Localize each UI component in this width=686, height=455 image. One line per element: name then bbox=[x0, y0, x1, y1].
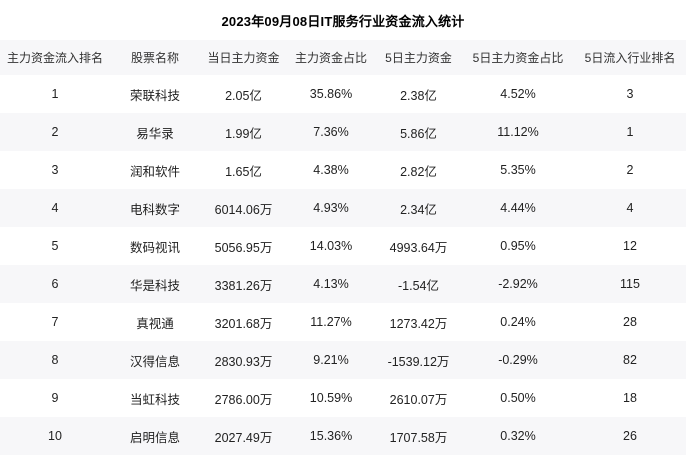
table-cell: 18 bbox=[623, 391, 637, 405]
table-cell: 3 bbox=[626, 87, 634, 101]
table-cell: 1707.58万 bbox=[389, 430, 448, 445]
table-cell: -2.92% bbox=[498, 277, 538, 291]
column-header-5day-main-capital: 5日主力资金 bbox=[385, 51, 452, 65]
table-cell: 0.95% bbox=[500, 239, 536, 253]
table-row: 1 荣联科技 2.05亿 35.86% 2.38亿 4.52% 3 bbox=[0, 75, 686, 113]
table-cell: 2 bbox=[626, 163, 634, 177]
table-cell: 1 bbox=[626, 125, 634, 139]
table-cell: 115 bbox=[620, 277, 640, 291]
table-cell: 7.36% bbox=[313, 125, 349, 139]
table-cell: 28 bbox=[623, 315, 637, 329]
table-cell: 4993.64万 bbox=[389, 240, 448, 255]
table-cell: 2.34亿 bbox=[400, 202, 437, 217]
table-cell: 5 bbox=[51, 239, 59, 253]
table-header-row: 主力资金流入排名 股票名称 当日主力资金 主力资金占比 5日主力资金 5日主力资… bbox=[0, 40, 686, 75]
table-row: 10 启明信息 2027.49万 15.36% 1707.58万 0.32% 26 bbox=[0, 417, 686, 455]
table-cell: 9.21% bbox=[313, 353, 349, 367]
table-cell: 7 bbox=[51, 315, 59, 329]
table-cell: 启明信息 bbox=[129, 430, 180, 445]
table-cell: 4.44% bbox=[500, 201, 536, 215]
column-header-today-main-capital: 当日主力资金 bbox=[207, 51, 280, 65]
table-row: 9 当虹科技 2786.00万 10.59% 2610.07万 0.50% 18 bbox=[0, 379, 686, 417]
table-cell: 真视通 bbox=[136, 316, 174, 331]
table-cell: 9 bbox=[51, 391, 59, 405]
table-cell: 数码视讯 bbox=[129, 240, 180, 255]
table-row: 7 真视通 3201.68万 11.27% 1273.42万 0.24% 28 bbox=[0, 303, 686, 341]
table-cell: 82 bbox=[623, 353, 637, 367]
table-cell: 11.12% bbox=[497, 125, 539, 139]
table-cell: 3201.68万 bbox=[214, 316, 273, 331]
table-cell: 1 bbox=[51, 87, 59, 101]
table-cell: 华是科技 bbox=[129, 278, 180, 293]
table-body: 1 荣联科技 2.05亿 35.86% 2.38亿 4.52% 3 2 易华录 1.99亿 7.36… bbox=[0, 75, 686, 455]
table-cell: 4.38% bbox=[313, 163, 349, 177]
table-cell: 汉得信息 bbox=[129, 354, 180, 369]
table-cell: 8 bbox=[51, 353, 59, 367]
table-cell: 35.86% bbox=[309, 87, 353, 101]
table-cell: 电科数字 bbox=[129, 202, 180, 217]
table-cell: 1.99亿 bbox=[225, 126, 262, 141]
table-cell: 2610.07万 bbox=[389, 392, 448, 407]
table-cell: 0.24% bbox=[500, 315, 536, 329]
table-cell: 2027.49万 bbox=[214, 430, 273, 445]
table-cell: 5.86亿 bbox=[400, 126, 437, 141]
table-cell: 当虹科技 bbox=[129, 392, 180, 407]
table-cell: 5.35% bbox=[500, 163, 536, 177]
table-cell: 4 bbox=[51, 201, 59, 215]
table-cell: 4 bbox=[626, 201, 634, 215]
table-cell: 2.05亿 bbox=[225, 88, 262, 103]
table-row: 6 华是科技 3381.26万 4.13% -1.54亿 -2.92% 115 bbox=[0, 265, 686, 303]
table-cell: 2830.93万 bbox=[214, 354, 273, 369]
table-cell: 润和软件 bbox=[129, 164, 180, 179]
table-cell: 0.50% bbox=[500, 391, 536, 405]
column-header-5day-industry-rank: 5日流入行业排名 bbox=[584, 51, 676, 65]
table-cell: -1.54亿 bbox=[398, 278, 439, 293]
table-cell: 易华录 bbox=[136, 126, 174, 141]
table-row: 3 润和软件 1.65亿 4.38% 2.82亿 5.35% 2 bbox=[0, 151, 686, 189]
table-cell: 14.03% bbox=[309, 239, 353, 253]
table-cell: 3381.26万 bbox=[214, 278, 273, 293]
table-cell: -1539.12万 bbox=[387, 354, 450, 369]
table-cell: 荣联科技 bbox=[129, 88, 180, 103]
table-row: 8 汉得信息 2830.93万 9.21% -1539.12万 -0.29% 82 bbox=[0, 341, 686, 379]
table-cell: 11.27% bbox=[310, 315, 352, 329]
capital-inflow-table: 主力资金流入排名 股票名称 当日主力资金 主力资金占比 5日主力资金 5日主力资… bbox=[0, 40, 686, 455]
column-header-main-capital-ratio: 主力资金占比 bbox=[294, 51, 367, 65]
table-row: 4 电科数字 6014.06万 4.93% 2.34亿 4.44% 4 bbox=[0, 189, 686, 227]
table-cell: 5056.95万 bbox=[214, 240, 273, 255]
table-cell: 1273.42万 bbox=[389, 316, 448, 331]
table-cell: 2 bbox=[51, 125, 59, 139]
table-cell: 2.38亿 bbox=[400, 88, 437, 103]
column-header-stock-name: 股票名称 bbox=[130, 51, 179, 65]
table-cell: 15.36% bbox=[309, 429, 353, 443]
table-cell: 2.82亿 bbox=[400, 164, 437, 179]
page-title: 2023年09月08日IT服务行业资金流入统计 bbox=[221, 13, 465, 29]
table-cell: 2786.00万 bbox=[214, 392, 273, 407]
table-cell: 12 bbox=[623, 239, 637, 253]
table-cell: 10 bbox=[48, 429, 62, 443]
table-cell: 0.32% bbox=[500, 429, 536, 443]
table-cell: 6 bbox=[51, 277, 59, 291]
table-cell: 10.59% bbox=[309, 391, 353, 405]
column-header-rank: 主力资金流入排名 bbox=[6, 51, 103, 65]
table-cell: 26 bbox=[623, 429, 637, 443]
table-cell: 3 bbox=[51, 163, 59, 177]
table-cell: 4.93% bbox=[313, 201, 349, 215]
column-header-5day-capital-ratio: 5日主力资金占比 bbox=[472, 51, 564, 65]
table-cell: 6014.06万 bbox=[214, 202, 273, 217]
title-bar: 2023年09月08日IT服务行业资金流入统计 bbox=[0, 0, 686, 40]
table-row: 5 数码视讯 5056.95万 14.03% 4993.64万 0.95% 12 bbox=[0, 227, 686, 265]
table-cell: 4.52% bbox=[500, 87, 536, 101]
table-row: 2 易华录 1.99亿 7.36% 5.86亿 11.12% 1 bbox=[0, 113, 686, 151]
table-cell: -0.29% bbox=[498, 353, 538, 367]
table-cell: 4.13% bbox=[313, 277, 349, 291]
table-cell: 1.65亿 bbox=[225, 164, 262, 179]
